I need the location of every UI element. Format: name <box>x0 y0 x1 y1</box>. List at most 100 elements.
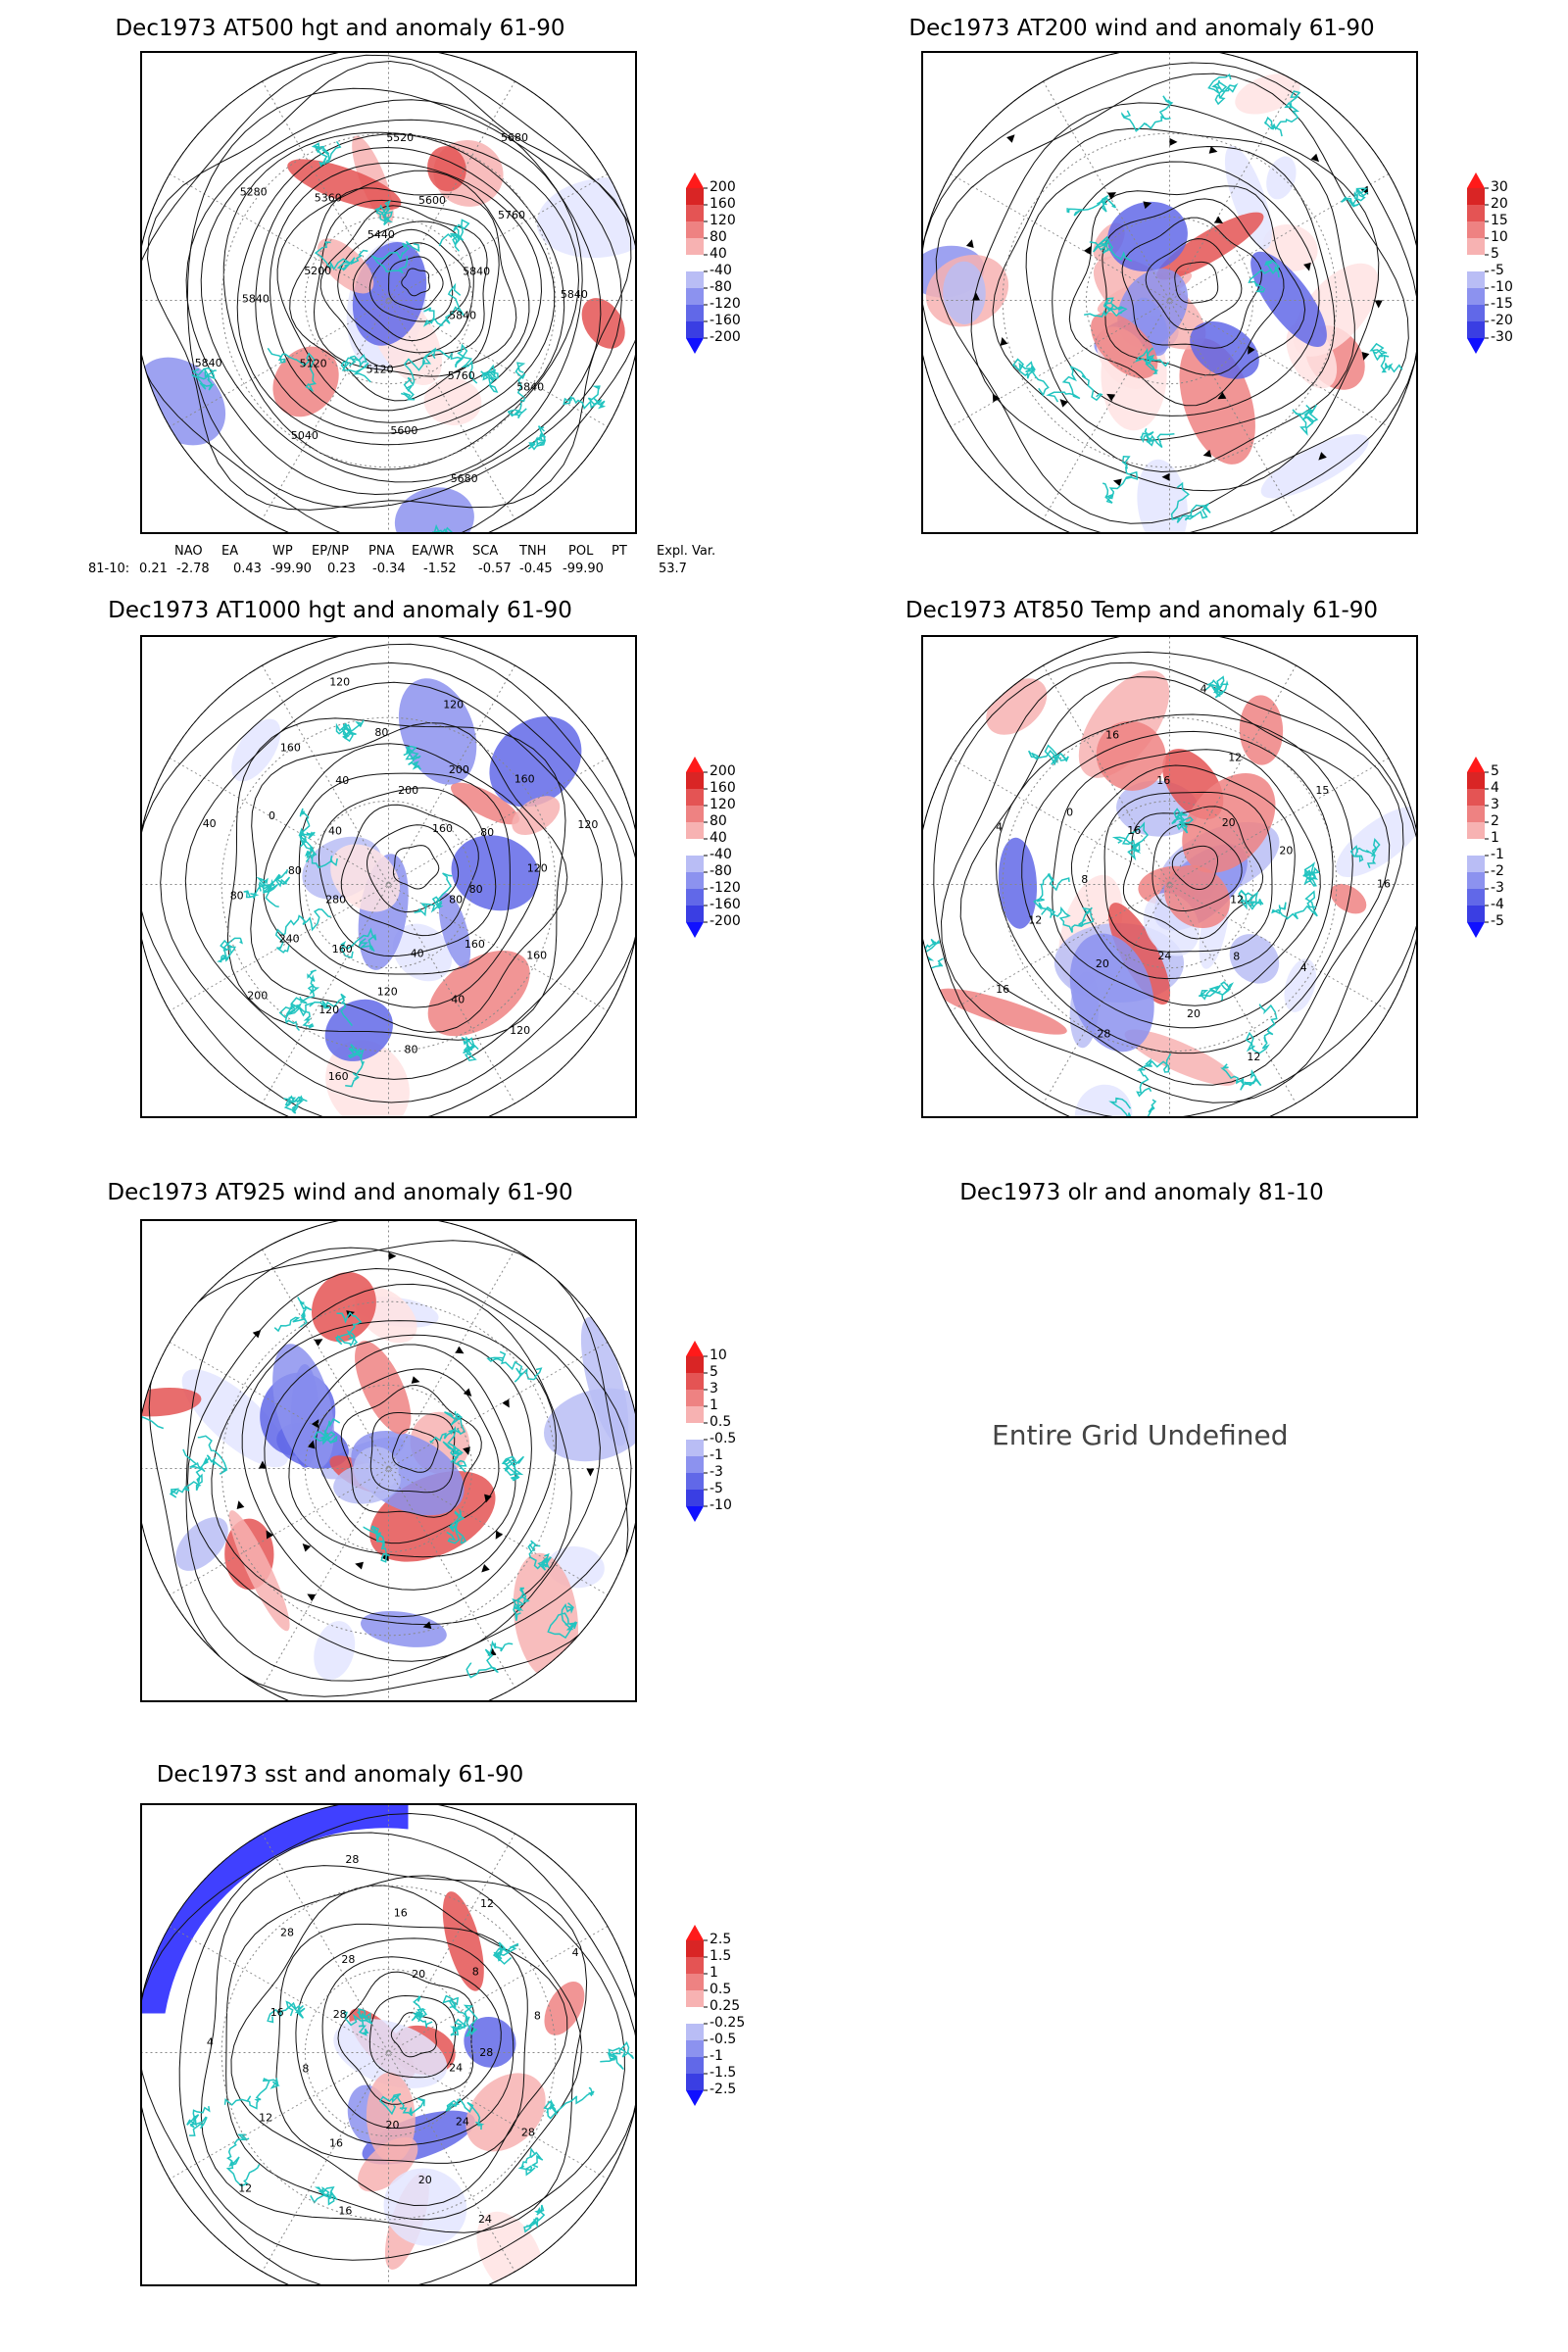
colorbar-tick-label: -120 <box>710 880 741 896</box>
colorbar-segment <box>1467 822 1485 839</box>
coastline <box>421 343 478 384</box>
coastline <box>298 808 316 848</box>
colorbar-segment <box>686 271 704 288</box>
contour-line <box>186 87 622 509</box>
colorbar-tick-label: -20 <box>1491 313 1513 328</box>
streamline-arrow <box>1217 391 1227 400</box>
contour-label: 16 <box>1105 729 1119 742</box>
colorbar-segment <box>686 2040 704 2057</box>
colorbar-tick-label: -80 <box>710 863 732 879</box>
coastline <box>273 1297 313 1333</box>
contour-label: 40 <box>328 824 342 837</box>
colorbar-segment <box>686 2057 704 2074</box>
index-header: PT <box>612 544 627 559</box>
colorbar-tick-label: 2.5 <box>710 1932 732 1947</box>
colorbar-tick-label: 1 <box>710 1397 718 1413</box>
negative-anomaly <box>943 261 986 324</box>
contour-line <box>236 133 565 446</box>
streamline-arrow <box>1107 192 1117 200</box>
streamline-arrow <box>455 1346 465 1354</box>
contour-label: 120 <box>377 985 398 998</box>
colorbar-segment <box>686 1940 704 1957</box>
contour-label: 20 <box>1096 957 1109 970</box>
meridian-line <box>262 80 515 520</box>
coastline <box>334 1311 363 1348</box>
contour-label: 80 <box>480 826 494 839</box>
streamline-arrow <box>1000 337 1008 346</box>
map-at500: 5840 5840 5760 5680 5600 5120 5040 5120 5840 5840… <box>140 51 637 534</box>
colorbar-max-arrow <box>686 1341 704 1356</box>
negative-anomaly <box>1250 251 1327 348</box>
contour-line <box>142 54 635 532</box>
colorbar-tick-label: 0.25 <box>710 1998 741 2014</box>
coastline <box>1248 260 1280 293</box>
coastline <box>403 745 421 770</box>
colorbar-max-arrow <box>686 757 704 772</box>
contour-label: 12 <box>1230 894 1244 906</box>
contour-label: 12 <box>1247 1051 1260 1063</box>
contour-label: 28 <box>280 1926 294 1938</box>
contour-label: 40 <box>411 948 424 960</box>
coastline <box>243 876 271 900</box>
streamline-arrow <box>1112 478 1122 487</box>
streamline-arrow <box>502 1398 510 1408</box>
coastline <box>1111 821 1149 861</box>
coastline <box>1108 1097 1157 1116</box>
colorbar-at850: 5 4 3 2 1 -1 -2 -3 -4 -5 <box>1467 757 1555 946</box>
meridian-line <box>169 173 609 427</box>
coastline <box>217 937 243 963</box>
index-header: POL <box>568 544 594 559</box>
colorbar-segment <box>686 1406 704 1423</box>
contour-label: 5840 <box>463 266 490 278</box>
contour-label: 4 <box>1200 682 1207 695</box>
colorbar-tick-label: 3 <box>1491 797 1499 812</box>
coastline <box>411 1995 433 2029</box>
coastline <box>1134 347 1170 375</box>
negative-anomaly <box>464 2016 516 2068</box>
colorbar-segment <box>1467 255 1485 271</box>
coastline <box>314 241 368 271</box>
colorbar-tick-label: -10 <box>1491 279 1513 295</box>
contour-label: 16 <box>996 983 1009 996</box>
contour-label: 12 <box>1228 752 1242 764</box>
positive-anomaly <box>442 1891 484 1991</box>
contour-label: 40 <box>335 774 349 787</box>
colorbar-segment <box>686 789 704 806</box>
index-header: SCA <box>472 544 499 559</box>
coastline <box>1136 1053 1172 1098</box>
contour-line <box>368 1994 457 2079</box>
contour-line <box>275 1923 528 2164</box>
coastline <box>343 2007 373 2036</box>
contour-line <box>142 1812 635 2284</box>
contour-line <box>148 1240 629 1697</box>
colorbar-tick-label: 15 <box>1491 213 1508 228</box>
colorbar-segment <box>1467 906 1485 922</box>
contour-line <box>222 131 580 470</box>
map-at200 <box>921 51 1418 534</box>
coastline <box>442 1994 478 2035</box>
index-value: -1.52 <box>423 562 457 576</box>
contour-label: 5840 <box>195 357 222 369</box>
contour-line <box>1121 217 1263 349</box>
colorbar-at500: 200 160 120 80 40 -40 -80 -120 -160 -200 <box>686 172 774 362</box>
negative-anomaly <box>1284 958 1316 1012</box>
colorbar-tick-label: -120 <box>710 296 741 312</box>
contour-label: 200 <box>449 763 469 776</box>
contour-line <box>1152 823 1243 911</box>
coastline <box>310 2186 338 2206</box>
coastline <box>274 908 331 954</box>
contour-line <box>318 787 497 957</box>
contour-line <box>933 651 1416 1116</box>
coastline <box>480 364 499 393</box>
contour-label: 4 <box>572 1946 579 1959</box>
colorbar-tick-label: -40 <box>710 847 732 862</box>
colorbar-segment <box>686 772 704 789</box>
colorbar-segment <box>686 1356 704 1373</box>
contour-line <box>923 62 1416 532</box>
colorbar-segment <box>1467 288 1485 305</box>
colorbar-segment <box>686 1957 704 1974</box>
streamline-arrow <box>411 1376 420 1384</box>
index-value: -99.90 <box>270 562 312 576</box>
coastline <box>1204 675 1229 699</box>
contour-line <box>390 2012 438 2058</box>
